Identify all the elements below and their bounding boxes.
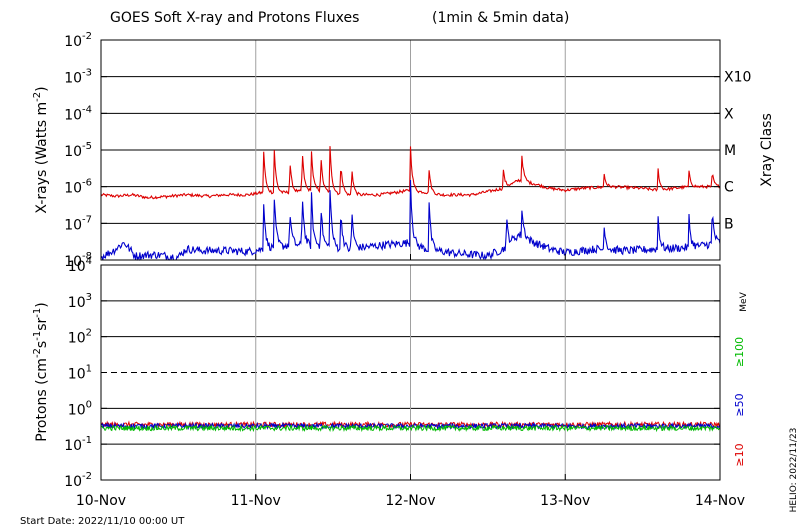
xray-class-label: X10: [724, 70, 751, 86]
proton-energy-label: ≥50: [733, 393, 746, 416]
proton-y-ticks: 104 103 102 101 100 10-1 10-2: [64, 256, 720, 490]
proton-y-tick-label: 101: [68, 364, 92, 383]
proton-energy-label: ≥100: [733, 337, 746, 367]
xray-class-label: M: [724, 143, 736, 159]
xray-panel: 10-2 10-3 10-4 10-5 10-6 10-7 10-8 X10 X M C B Xra…: [32, 31, 775, 270]
proton-y-tick-label: 10-1: [64, 435, 92, 454]
x-tick-label: 14-Nov: [695, 493, 745, 509]
proton-y-tick-label: 103: [68, 292, 92, 311]
start-date-label: Start Date: 2022/11/10 00:00 UT: [20, 516, 185, 527]
xray-class-labels: X10 X M C B: [724, 70, 751, 233]
proton-y-tick-label: 102: [68, 328, 92, 347]
proton-energy-labels: ≥100 ≥50 ≥10: [733, 337, 746, 467]
xray-y-tick-label: 10-7: [64, 214, 92, 233]
proton-gridlines: [101, 265, 720, 480]
xray-class-label: C: [724, 180, 734, 196]
proton-series-line: [100, 420, 721, 430]
credit-label: HELIO: 2022/11/23: [789, 428, 799, 513]
x-tick-label: 10-Nov: [76, 493, 126, 509]
x-axis-date-ticks: 10-Nov 11-Nov 12-Nov 13-Nov 14-Nov: [76, 254, 745, 509]
proton-energy-label: ≥10: [733, 443, 746, 466]
proton-panel: 104 103 102 101 100 10-1 10-2 10-Nov 11-Nov 12-N…: [32, 254, 749, 509]
xray-short-series-line: [100, 179, 721, 262]
chart-subtitle: (1min & 5min data): [432, 10, 569, 26]
xray-y-tick-label: 10-3: [64, 68, 92, 87]
xray-series-group: [100, 146, 721, 262]
x-tick-label: 11-Nov: [231, 493, 281, 509]
x-tick-label: 13-Nov: [540, 493, 590, 509]
proton-energy-unit: MeV: [739, 291, 749, 311]
xray-y-tick-label: 10-2: [64, 31, 92, 50]
proton-series-group: [100, 420, 721, 433]
xray-y-tick-label: 10-6: [64, 178, 92, 197]
xray-y-tick-label: 10-8: [64, 251, 92, 270]
chart-title: GOES Soft X-ray and Protons Fluxes: [110, 10, 359, 26]
proton-y-axis-label: Protons (cm-2s-1sr-1): [32, 302, 50, 441]
xray-class-label: X: [724, 106, 734, 122]
xray-class-axis-label: Xray Class: [759, 113, 775, 187]
proton-y-tick-label: 10-2: [64, 471, 92, 490]
xray-y-tick-label: 10-4: [64, 104, 92, 123]
proton-y-tick-label: 104: [68, 256, 92, 275]
proton-y-tick-label: 100: [68, 399, 92, 418]
xray-y-tick-label: 10-5: [64, 141, 92, 160]
x-tick-label: 12-Nov: [385, 493, 435, 509]
xray-y-ticks: 10-2 10-3 10-4 10-5 10-6 10-7 10-8: [64, 31, 720, 270]
xray-class-label: B: [724, 216, 734, 232]
xray-long-series-line: [100, 146, 721, 200]
xray-y-axis-label: X-rays (Watts m-2): [32, 86, 50, 213]
proton-series-line: [100, 423, 721, 433]
